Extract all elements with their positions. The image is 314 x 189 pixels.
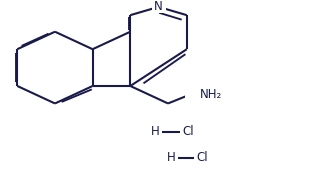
Text: N: N	[154, 0, 163, 13]
Bar	[151, 0, 165, 13]
Text: Cl: Cl	[197, 151, 208, 164]
Text: H: H	[151, 125, 160, 139]
Text: H: H	[167, 151, 176, 164]
Text: Cl: Cl	[182, 125, 194, 139]
Text: NH₂: NH₂	[199, 88, 222, 101]
Bar	[185, 88, 214, 101]
